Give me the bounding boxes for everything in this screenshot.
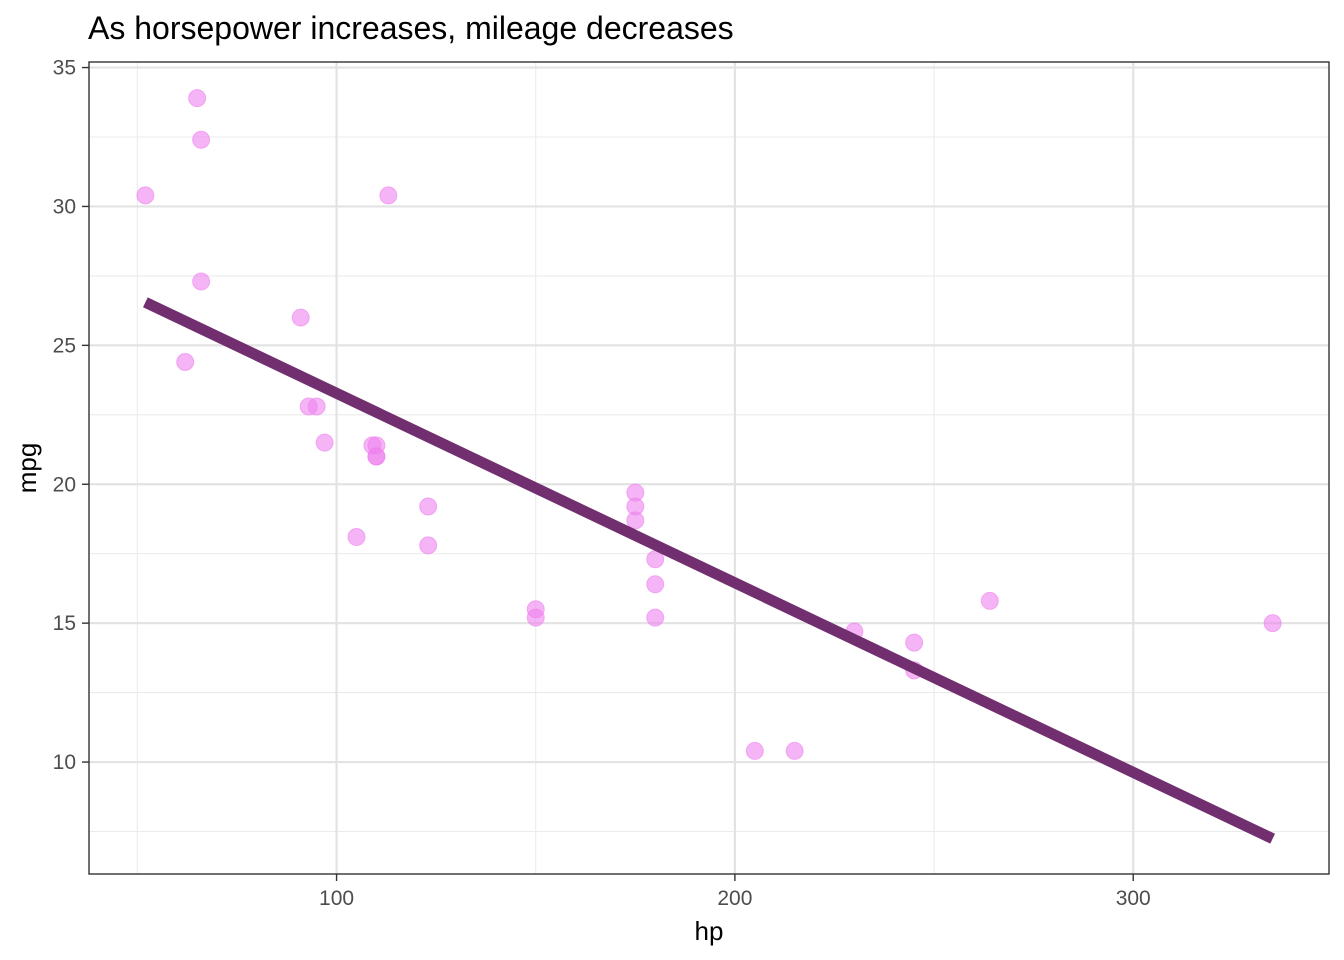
x-axis: 100 200 300	[319, 874, 1151, 910]
data-point	[176, 353, 195, 372]
y-tick-label: 35	[53, 57, 76, 80]
data-point	[136, 186, 155, 205]
data-point	[419, 497, 438, 516]
data-point	[905, 633, 924, 652]
x-tick-label: 200	[717, 887, 752, 910]
y-tick-label: 15	[53, 612, 76, 635]
data-points	[136, 89, 1282, 760]
data-point	[307, 397, 326, 416]
data-point	[188, 89, 207, 108]
data-point	[745, 741, 764, 760]
y-tick-label: 20	[53, 473, 76, 496]
data-point	[980, 591, 999, 610]
minor-gridlines	[89, 62, 1329, 874]
y-tick-label: 10	[53, 751, 76, 774]
data-point	[626, 483, 645, 502]
y-tick-label: 25	[53, 334, 76, 357]
data-point	[646, 575, 665, 594]
x-tick-label: 300	[1116, 887, 1151, 910]
data-point	[419, 536, 438, 555]
data-point	[1263, 614, 1282, 633]
data-point	[646, 608, 665, 627]
data-point	[785, 741, 804, 760]
data-point	[192, 272, 211, 291]
data-point	[192, 130, 211, 149]
data-point	[315, 433, 334, 452]
chart-title: As horsepower increases, mileage decreas…	[88, 10, 734, 46]
data-point	[347, 528, 366, 547]
y-axis: 10 15 20 25 30 35	[53, 57, 89, 774]
y-tick-label: 30	[53, 195, 76, 218]
data-point	[526, 608, 545, 627]
x-tick-label: 100	[319, 887, 354, 910]
data-point	[379, 186, 398, 205]
panel-border	[88, 61, 1330, 875]
major-gridlines	[89, 62, 1329, 874]
y-axis-title: mpg	[12, 443, 42, 494]
x-axis-title: hp	[695, 916, 724, 946]
trend-line-layer	[143, 297, 1275, 844]
data-point	[291, 308, 310, 327]
data-point	[367, 436, 386, 455]
trend-line	[143, 297, 1275, 844]
